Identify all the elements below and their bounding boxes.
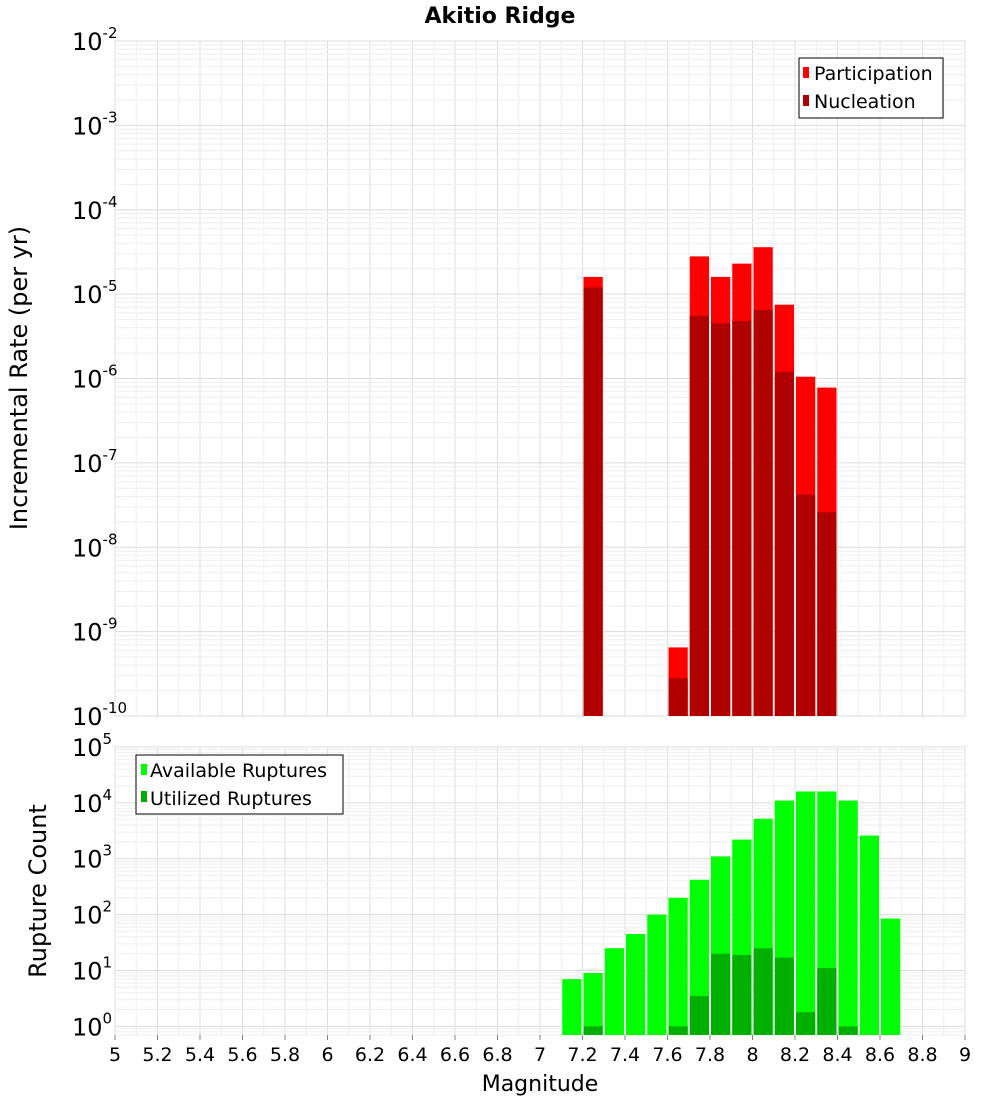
rate-y-tick-label: 10-4: [72, 193, 118, 225]
rate-bar-nucleation: [668, 678, 688, 716]
chart-title: Akitio Ridge: [425, 4, 576, 29]
x-tick-label: 7.4: [610, 1044, 640, 1066]
count-plot-y-ticks: 100 101 102 103 104 105: [72, 730, 112, 1041]
rate-bar-nucleation: [583, 287, 603, 716]
x-tick-label: 6.8: [482, 1044, 512, 1066]
x-tick-label: 6: [321, 1044, 333, 1066]
count-bar-utilized-ruptures: [817, 968, 837, 1035]
rate-y-tick-label: 10-3: [72, 108, 118, 140]
x-tick-label: 6.2: [355, 1044, 385, 1066]
rate-bar-nucleation: [753, 309, 773, 716]
legend-utilized-swatch: [141, 791, 147, 802]
x-tick-label: 8.4: [822, 1044, 852, 1066]
count-bar-available-ruptures: [668, 897, 688, 1035]
rate-y-tick-label: 10-5: [72, 277, 118, 309]
x-axis-label: Magnitude: [482, 1072, 599, 1097]
count-bar-utilized-ruptures: [774, 957, 794, 1035]
count-bar-utilized-ruptures: [838, 1026, 858, 1035]
rate-y-tick-label: 10-7: [72, 446, 118, 478]
x-tick-label: 7.8: [695, 1044, 725, 1066]
x-tick-label: 8: [746, 1044, 758, 1066]
legend-nucleation-swatch: [803, 95, 809, 106]
count-plot-x-ticks: 5 5.2 5.4 5.6 5.8 6 6.2 6.4 6.6 6.8 7 7.2 7.4 7.6 7.8 8…: [109, 1035, 971, 1066]
x-tick-label: 7.2: [567, 1044, 597, 1066]
count-bar-utilized-ruptures: [796, 1012, 816, 1035]
count-y-tick-label: 100: [72, 1009, 112, 1041]
x-tick-label: 7.6: [652, 1044, 682, 1066]
x-tick-label: 5.2: [142, 1044, 172, 1066]
x-tick-label: 5.4: [185, 1044, 215, 1066]
x-tick-label: 6.6: [440, 1044, 470, 1066]
count-plot-bars: [562, 791, 901, 1035]
x-tick-label: 8.6: [865, 1044, 895, 1066]
legend-available-swatch: [141, 764, 147, 775]
count-y-tick-label: 102: [72, 898, 112, 930]
count-plot-legend-box: [135, 754, 344, 815]
rate-y-tick-label: 10-9: [72, 615, 118, 647]
count-bar-utilized-ruptures: [689, 995, 709, 1035]
rate-bar-nucleation: [732, 321, 752, 716]
x-tick-label: 5: [109, 1044, 121, 1066]
count-bar-available-ruptures: [626, 933, 646, 1035]
legend-available-label: Available Ruptures: [150, 760, 327, 782]
count-bar-available-ruptures: [838, 800, 858, 1035]
legend-nucleation-label: Nucleation: [814, 91, 916, 113]
count-bar-utilized-ruptures: [711, 953, 731, 1035]
rate-plot-bars: [583, 247, 837, 716]
rate-plot-y-label: Incremental Rate (per yr): [5, 226, 33, 530]
count-bar-available-ruptures: [604, 948, 624, 1035]
count-y-tick-label: 105: [72, 730, 112, 762]
x-tick-label: 6.4: [397, 1044, 427, 1066]
count-plot-legend: Available Ruptures Utilized Ruptures: [135, 754, 344, 815]
rate-plot-y-ticks: 10-10 10-9 10-8 10-7 10-6 10-5 10-4 10-3 10-2: [72, 24, 127, 731]
count-bar-available-ruptures: [647, 914, 667, 1035]
rate-y-tick-label: 10-6: [72, 362, 118, 394]
count-bar-utilized-ruptures: [668, 1026, 688, 1035]
count-bar-available-ruptures: [583, 973, 603, 1035]
rate-bar-nucleation: [711, 323, 731, 716]
x-tick-label: 8.8: [907, 1044, 937, 1066]
rate-plot-grid: [114, 40, 966, 717]
legend-participation-swatch: [803, 67, 809, 78]
legend-participation-label: Participation: [814, 63, 933, 85]
legend-utilized-label: Utilized Ruptures: [150, 788, 312, 810]
count-bar-utilized-ruptures: [732, 954, 752, 1035]
rate-y-tick-label: 10-10: [72, 699, 127, 731]
count-bar-available-ruptures: [881, 918, 901, 1035]
x-tick-label: 7: [534, 1044, 546, 1066]
count-bar-utilized-ruptures: [753, 948, 773, 1035]
rate-bar-nucleation: [817, 512, 837, 716]
x-tick-label: 5.8: [270, 1044, 300, 1066]
count-bar-available-ruptures: [796, 791, 816, 1035]
rate-plot: 10-10 10-9 10-8 10-7 10-6 10-5 10-4 10-3 10-2 In…: [5, 24, 966, 731]
count-y-tick-label: 101: [72, 953, 112, 985]
count-plot: 100 101 102 103 104 105 5 5.2 5.4 5.6 5.8 6 6.2 6.4 6…: [24, 730, 971, 1097]
rate-bar-nucleation: [796, 494, 816, 716]
x-tick-label: 9: [959, 1044, 971, 1066]
rate-plot-legend: Participation Nucleation: [798, 57, 944, 119]
x-tick-label: 5.6: [227, 1044, 257, 1066]
count-bar-utilized-ruptures: [583, 1026, 603, 1035]
rate-plot-legend-box: [798, 57, 944, 119]
x-tick-label: 8.2: [780, 1044, 810, 1066]
count-bar-available-ruptures: [562, 979, 582, 1035]
rate-y-tick-label: 10-2: [72, 24, 118, 56]
count-y-tick-label: 103: [72, 842, 112, 874]
count-y-tick-label: 104: [72, 786, 112, 818]
count-plot-y-label: Rupture Count: [24, 804, 52, 978]
count-bar-available-ruptures: [859, 835, 879, 1035]
rate-bar-nucleation: [774, 371, 794, 716]
rate-y-tick-label: 10-8: [72, 530, 118, 562]
rate-bar-nucleation: [689, 316, 709, 716]
